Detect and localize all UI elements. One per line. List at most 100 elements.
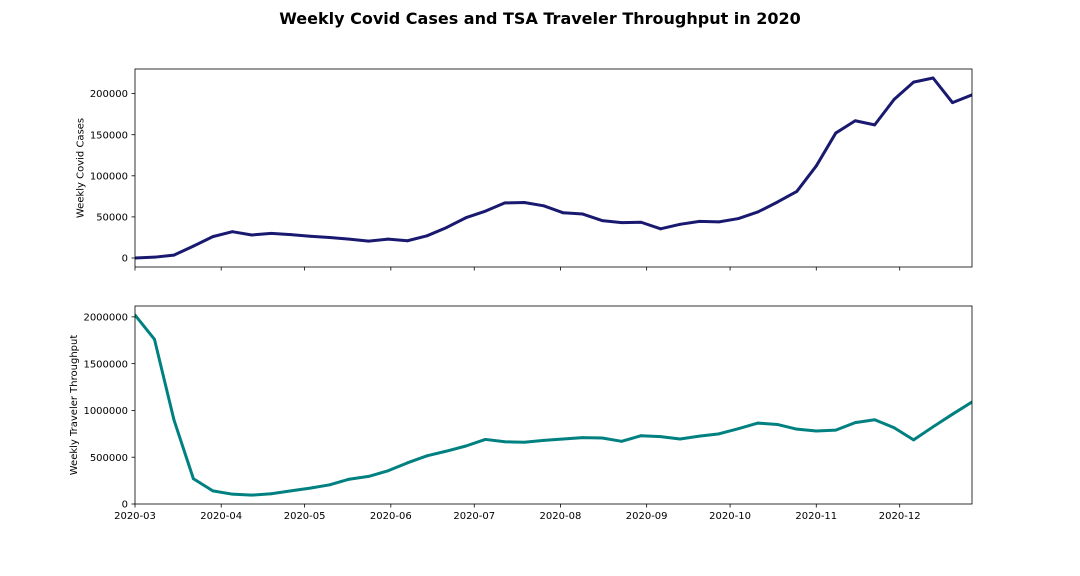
axes-frame [134, 68, 973, 268]
data-point [153, 337, 156, 341]
x-tick-label: 2020-08 [540, 511, 582, 522]
data-point [717, 432, 721, 436]
data-point [775, 200, 779, 204]
data-point [892, 97, 896, 101]
x-ticks [134, 267, 901, 271]
y-tick-label: 2000000 [83, 312, 128, 323]
y-ticks: 0 500000 1000000 1500000 2000000 [83, 312, 135, 511]
data-point [172, 253, 176, 257]
data-point [834, 131, 838, 135]
data-point [698, 220, 701, 223]
data-point [347, 477, 351, 481]
data-point [600, 436, 604, 440]
traveler-throughput-line [135, 314, 972, 497]
data-point [737, 427, 740, 431]
x-ticks: 2020-03 2020-04 2020-05 2020-06 2020-07 2020-… [114, 504, 921, 522]
data-point [347, 237, 351, 241]
covid-cases-subplot: 0 50000 100000 150000 200000 Weekly Covid Ca… [76, 68, 973, 271]
x-tick-label: 2020-11 [795, 511, 837, 522]
data-point [951, 101, 954, 105]
data-point [717, 220, 721, 224]
data-point [367, 239, 370, 243]
data-point [600, 219, 604, 223]
data-point [795, 190, 799, 193]
traveler-throughput-subplot: 0 500000 1000000 1500000 2000000 2020-03 2020… [69, 305, 973, 522]
data-point [522, 201, 526, 204]
data-point [289, 233, 293, 236]
data-point [737, 217, 740, 220]
data-point [659, 227, 662, 231]
covid-cases-line [135, 76, 972, 260]
y-tick-label: 0 [122, 500, 128, 511]
data-point [581, 212, 585, 216]
x-tick-label: 2020-07 [453, 511, 495, 522]
plot-area [135, 76, 972, 260]
data-point [912, 438, 915, 442]
data-point [445, 226, 448, 229]
data-point [153, 255, 156, 259]
data-point [678, 222, 682, 226]
y-tick-label: 1500000 [83, 359, 128, 370]
data-point [308, 486, 312, 490]
data-point [698, 434, 701, 438]
y-tick-label: 1000000 [83, 406, 128, 417]
data-point [289, 489, 293, 493]
data-point [639, 220, 643, 224]
data-point [386, 469, 390, 473]
data-point [542, 204, 546, 208]
data-point [620, 439, 624, 443]
data-point [581, 436, 585, 439]
data-point [269, 231, 273, 235]
data-point [483, 209, 487, 213]
data-point [503, 201, 507, 205]
x-tick-label: 2020-04 [200, 511, 242, 522]
data-point [814, 164, 818, 168]
x-tick-label: 2020-09 [626, 511, 668, 522]
data-point [406, 461, 409, 465]
data-point [425, 234, 429, 238]
data-point [834, 428, 838, 432]
data-point [211, 489, 215, 493]
data-point [892, 426, 896, 430]
data-point [328, 236, 332, 239]
data-point [192, 244, 195, 248]
data-point [308, 234, 312, 238]
y-axis-label: Weekly Covid Cases [76, 118, 87, 218]
x-tick-label: 2020-05 [284, 511, 326, 522]
y-ticks: 0 50000 100000 150000 200000 [90, 89, 135, 265]
y-axis-label: Weekly Traveler Throughput [69, 335, 80, 476]
y-tick-label: 500000 [90, 453, 128, 464]
y-tick-label: 0 [122, 254, 128, 265]
data-point [464, 444, 468, 448]
data-point [561, 211, 565, 215]
data-point [464, 216, 468, 220]
data-point [756, 421, 760, 425]
data-point [951, 412, 954, 416]
data-point [931, 425, 935, 429]
data-point [873, 123, 877, 127]
data-point [445, 449, 448, 453]
data-point [931, 76, 935, 80]
x-tick-label: 2020-03 [114, 511, 156, 522]
data-point [211, 235, 215, 239]
data-point [659, 435, 662, 439]
data-point [269, 492, 273, 496]
data-point [230, 492, 234, 496]
data-point [775, 423, 779, 426]
data-point [250, 233, 254, 237]
data-point [250, 493, 254, 497]
axes-frame [134, 305, 973, 505]
data-point [912, 80, 915, 84]
data-point [561, 437, 565, 441]
data-point [814, 429, 818, 433]
plot-area [135, 313, 972, 497]
data-point [406, 239, 409, 243]
y-tick-label: 200000 [90, 89, 128, 100]
y-tick-label: 150000 [90, 130, 128, 141]
data-point [425, 454, 429, 458]
y-tick-label: 100000 [90, 171, 128, 182]
chart-title: Weekly Covid Cases and TSA Traveler Thro… [279, 9, 801, 28]
data-point [873, 418, 877, 422]
data-point [328, 483, 332, 487]
